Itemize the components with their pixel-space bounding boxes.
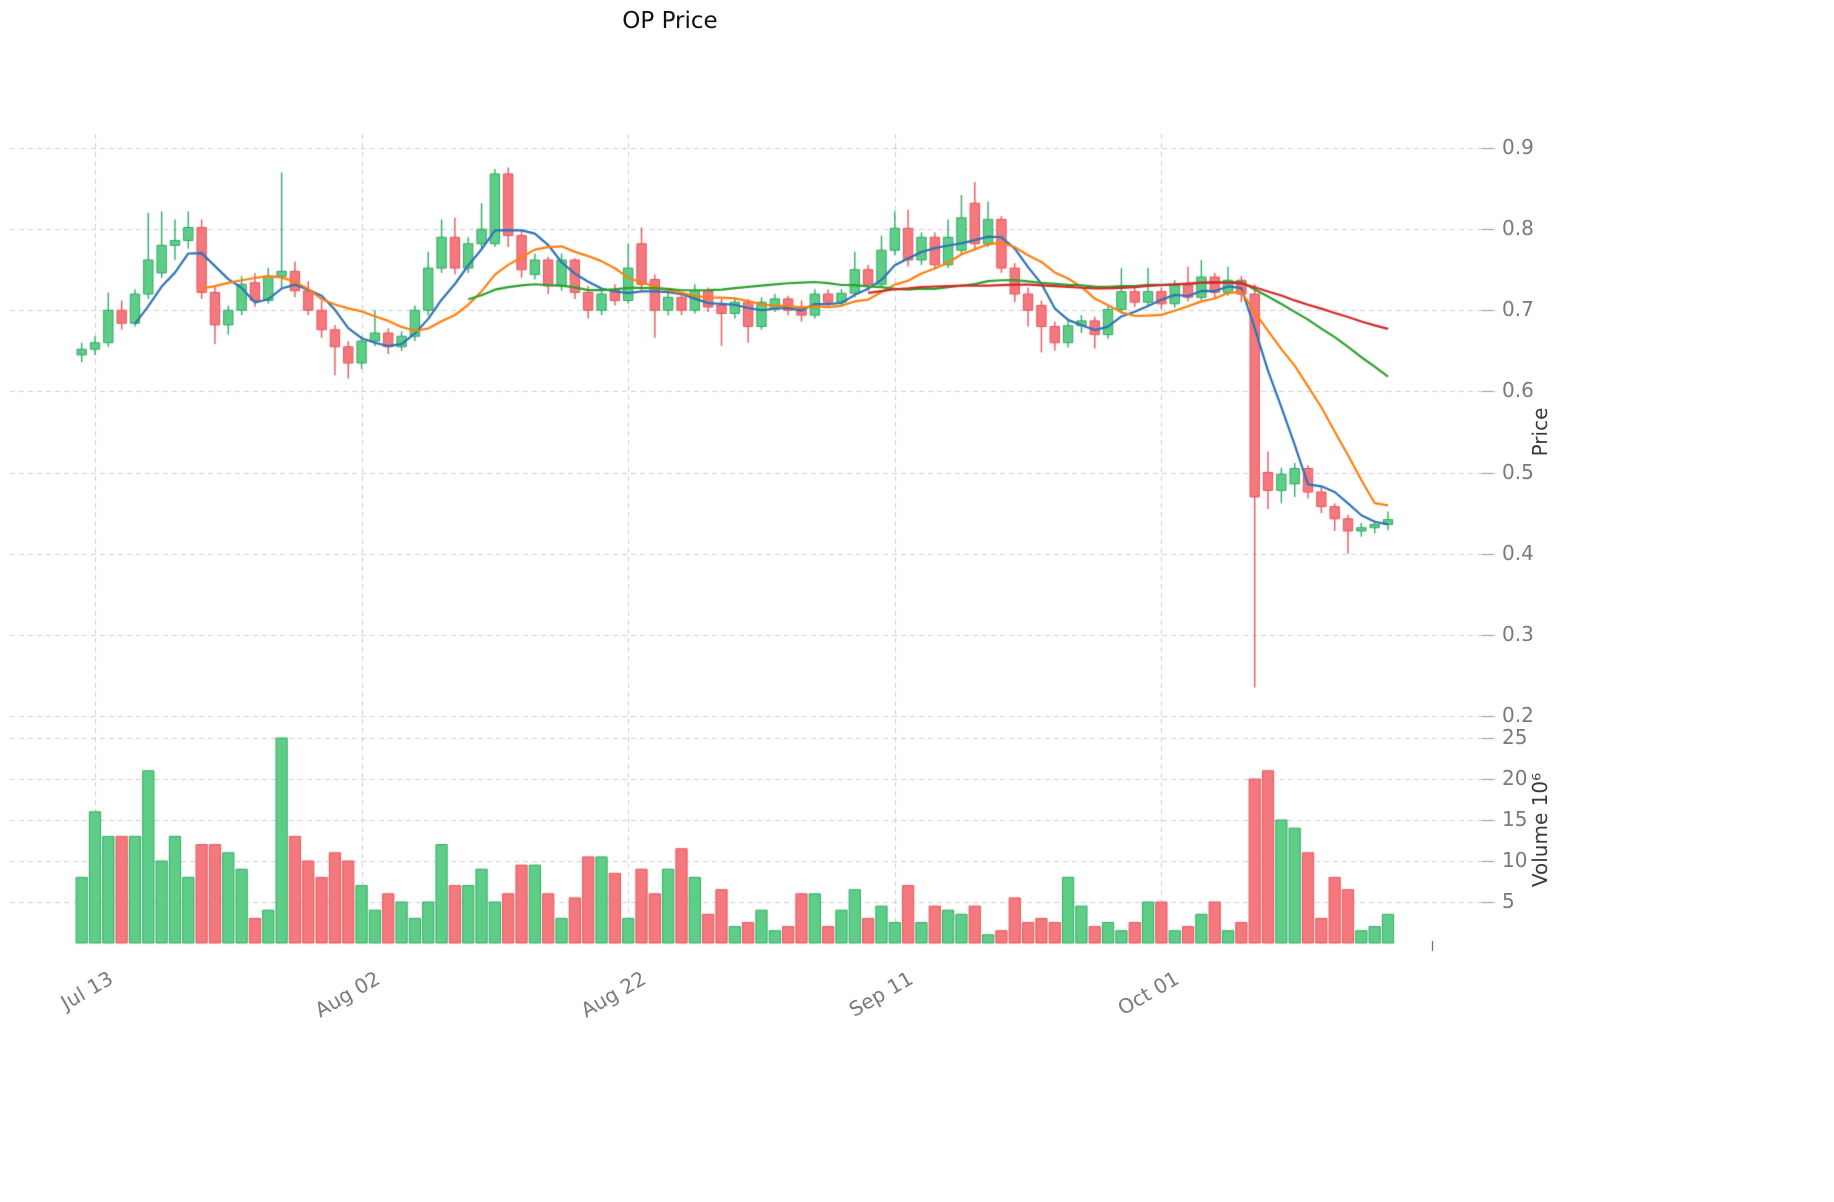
price-tick-label: 0.7 bbox=[1502, 297, 1534, 322]
price-tick-label: 0.3 bbox=[1502, 621, 1534, 646]
price-axis-label: Price bbox=[1528, 407, 1552, 457]
volume-tick-label: 25 bbox=[1502, 725, 1528, 749]
volume-axis-label: Volume 10⁶ bbox=[1528, 772, 1552, 888]
volume-tick-label: 10 bbox=[1502, 848, 1528, 872]
price-tick-label: 0.8 bbox=[1502, 216, 1534, 241]
price-tick-label: 0.5 bbox=[1502, 459, 1534, 484]
price-tick-label: 0.2 bbox=[1502, 702, 1534, 727]
volume-tick-label: 5 bbox=[1502, 889, 1515, 913]
price-tick-label: 0.6 bbox=[1502, 378, 1534, 403]
price-tick-label: 0.9 bbox=[1502, 135, 1534, 159]
price-tick-label: 0.4 bbox=[1502, 540, 1534, 565]
volume-tick-label: 15 bbox=[1502, 807, 1528, 831]
volume-tick-label: 20 bbox=[1502, 766, 1528, 790]
chart-title: OP Price bbox=[622, 8, 718, 34]
